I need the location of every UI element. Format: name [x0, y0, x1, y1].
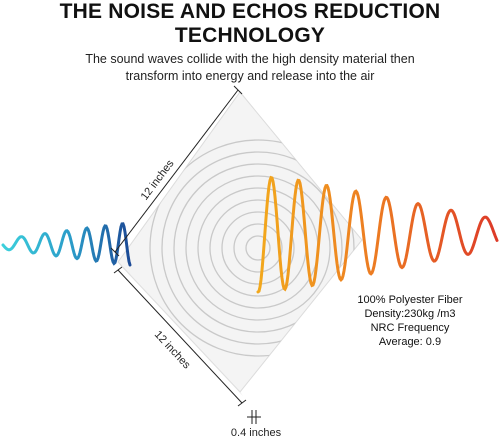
- thickness-marker: [247, 410, 261, 424]
- spec-density: Density:230kg /m3: [364, 308, 456, 320]
- spec-nrc-value: Average: 0.9: [378, 336, 442, 348]
- acoustic-panel: [117, 91, 363, 393]
- bottom-dimension-line: [113, 266, 247, 407]
- subtitle-line-1: The sound waves collide with the high de…: [85, 52, 415, 66]
- top-dimension-line: [110, 85, 243, 257]
- title-line-1: THE NOISE AND ECHOS REDUCTION: [59, 0, 441, 23]
- incoming-sound-wave: [1, 222, 132, 267]
- title-line-2: TECHNOLOGY: [174, 24, 326, 47]
- spec-nrc-label: NRC Frequency: [370, 322, 450, 334]
- thickness-label: 0.4 inches: [231, 427, 282, 437]
- subtitle-line-2: transform into energy and release into t…: [125, 69, 375, 83]
- spec-material: 100% Polyester Fiber: [357, 294, 463, 306]
- panel-edge: [118, 262, 243, 396]
- outgoing-sound-wave: [256, 175, 499, 294]
